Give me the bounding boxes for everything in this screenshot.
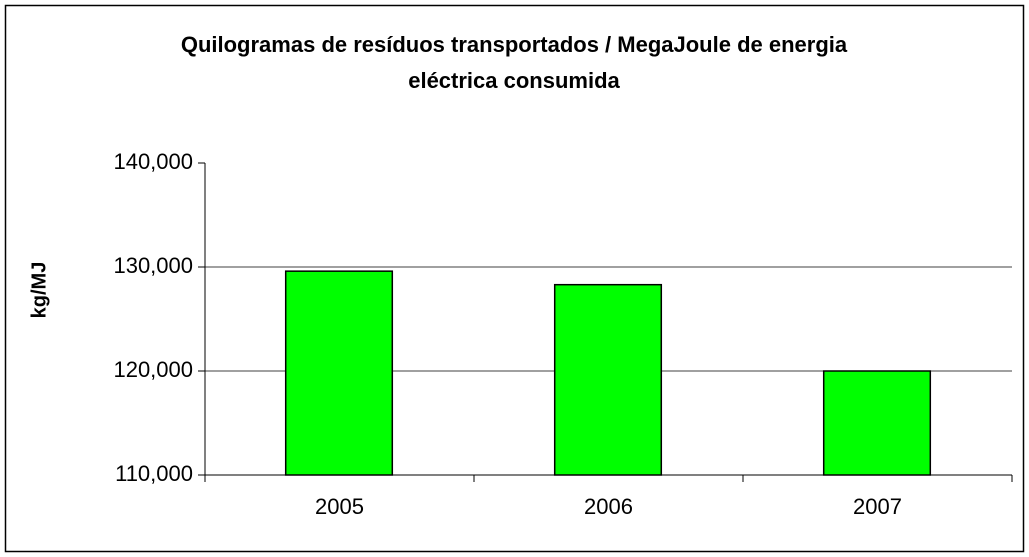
x-tick-label: 2005 xyxy=(315,494,364,519)
y-axis-label: kg/MJ xyxy=(28,262,50,319)
chart-title: Quilogramas de resíduos transportados / … xyxy=(181,32,848,93)
y-tick-label: 110,000 xyxy=(115,461,193,486)
x-tick-label: 2006 xyxy=(584,494,633,519)
y-tick-label: 140,000 xyxy=(113,149,193,174)
y-tick-label: 130,000 xyxy=(113,253,193,278)
x-tick-label: 2007 xyxy=(853,494,902,519)
bar xyxy=(284,270,394,476)
bar xyxy=(822,370,932,476)
bar xyxy=(553,283,663,476)
y-tick-label: 120,000 xyxy=(113,357,193,382)
